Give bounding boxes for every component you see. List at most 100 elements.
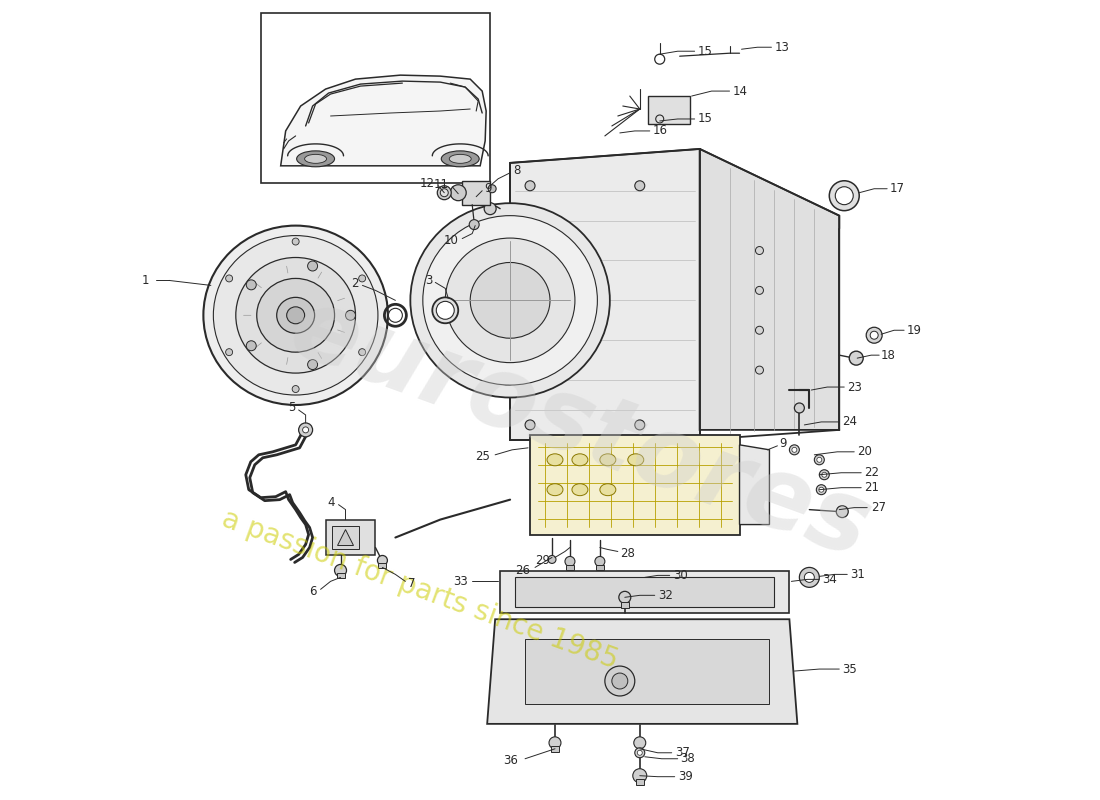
Circle shape [302,427,309,433]
Bar [337,574,344,578]
Circle shape [246,341,256,350]
Polygon shape [530,435,739,534]
Circle shape [849,351,864,365]
Text: 30: 30 [673,569,688,582]
Text: 8: 8 [513,164,520,178]
Circle shape [822,472,827,478]
Bar [378,563,386,569]
Text: 9: 9 [484,182,492,195]
Text: 9: 9 [780,438,786,450]
Text: 1: 1 [142,274,148,287]
Circle shape [836,506,848,518]
Circle shape [870,331,878,339]
Text: 35: 35 [843,662,857,675]
Text: a passion for parts since 1985: a passion for parts since 1985 [219,505,623,674]
Ellipse shape [297,151,334,167]
Circle shape [565,557,575,566]
Text: 5: 5 [288,402,296,414]
Ellipse shape [547,454,563,466]
Polygon shape [700,149,839,430]
Polygon shape [280,75,486,166]
Circle shape [820,470,829,480]
Text: 15: 15 [697,45,713,58]
Ellipse shape [422,216,597,385]
Circle shape [635,748,645,758]
Circle shape [804,572,814,582]
Circle shape [756,286,763,294]
Text: 28: 28 [619,547,635,560]
Ellipse shape [235,258,355,373]
Bar [596,566,604,570]
Text: 32: 32 [658,589,672,602]
Circle shape [525,181,535,190]
Text: 6: 6 [309,585,317,598]
Circle shape [595,557,605,566]
Circle shape [605,666,635,696]
Circle shape [816,485,826,494]
Text: 39: 39 [678,770,693,783]
Ellipse shape [287,307,305,324]
Text: 13: 13 [774,41,790,54]
Circle shape [484,202,496,214]
Text: 2: 2 [351,277,359,290]
Text: 4: 4 [327,496,334,509]
Ellipse shape [437,302,454,319]
Circle shape [634,737,646,749]
Text: 15: 15 [697,113,713,126]
Text: 24: 24 [843,415,857,429]
Circle shape [548,555,556,563]
Ellipse shape [600,484,616,496]
Circle shape [637,750,642,755]
Bar [261,14,491,182]
Text: eurostores: eurostores [277,280,883,580]
Ellipse shape [277,298,315,334]
Bar [636,778,644,785]
Circle shape [632,769,647,782]
Circle shape [790,445,800,455]
Circle shape [308,261,318,271]
Text: 19: 19 [908,324,922,337]
Text: 11: 11 [433,178,449,191]
Text: 38: 38 [681,752,695,766]
Circle shape [619,591,630,603]
Ellipse shape [829,181,859,210]
Circle shape [817,458,822,462]
Bar [620,602,629,608]
Text: 34: 34 [823,573,837,586]
Text: 33: 33 [453,575,469,588]
Bar [326,519,375,555]
Ellipse shape [305,154,327,163]
Text: 12: 12 [419,178,435,190]
Circle shape [334,565,346,576]
Text: 37: 37 [674,746,690,759]
Text: 27: 27 [871,501,887,514]
Circle shape [866,327,882,343]
Circle shape [308,359,318,370]
Text: 10: 10 [443,234,459,247]
Ellipse shape [410,203,609,398]
Text: 31: 31 [850,568,865,581]
Text: 14: 14 [733,85,748,98]
Ellipse shape [600,454,616,466]
Circle shape [293,386,299,393]
Ellipse shape [449,154,471,163]
Text: 20: 20 [857,446,872,458]
Polygon shape [338,530,353,546]
Circle shape [377,555,387,566]
Circle shape [359,349,365,356]
Polygon shape [515,578,774,607]
Text: 25: 25 [475,450,491,463]
Ellipse shape [213,235,378,395]
Circle shape [818,487,824,492]
Bar [566,566,574,570]
Circle shape [814,455,824,465]
Ellipse shape [446,238,575,362]
Ellipse shape [628,454,643,466]
Bar [462,181,491,205]
Circle shape [440,189,449,197]
Text: 3: 3 [425,274,432,287]
Polygon shape [500,571,790,614]
Ellipse shape [572,484,587,496]
Text: 7: 7 [408,577,416,590]
Text: 22: 22 [865,466,879,479]
